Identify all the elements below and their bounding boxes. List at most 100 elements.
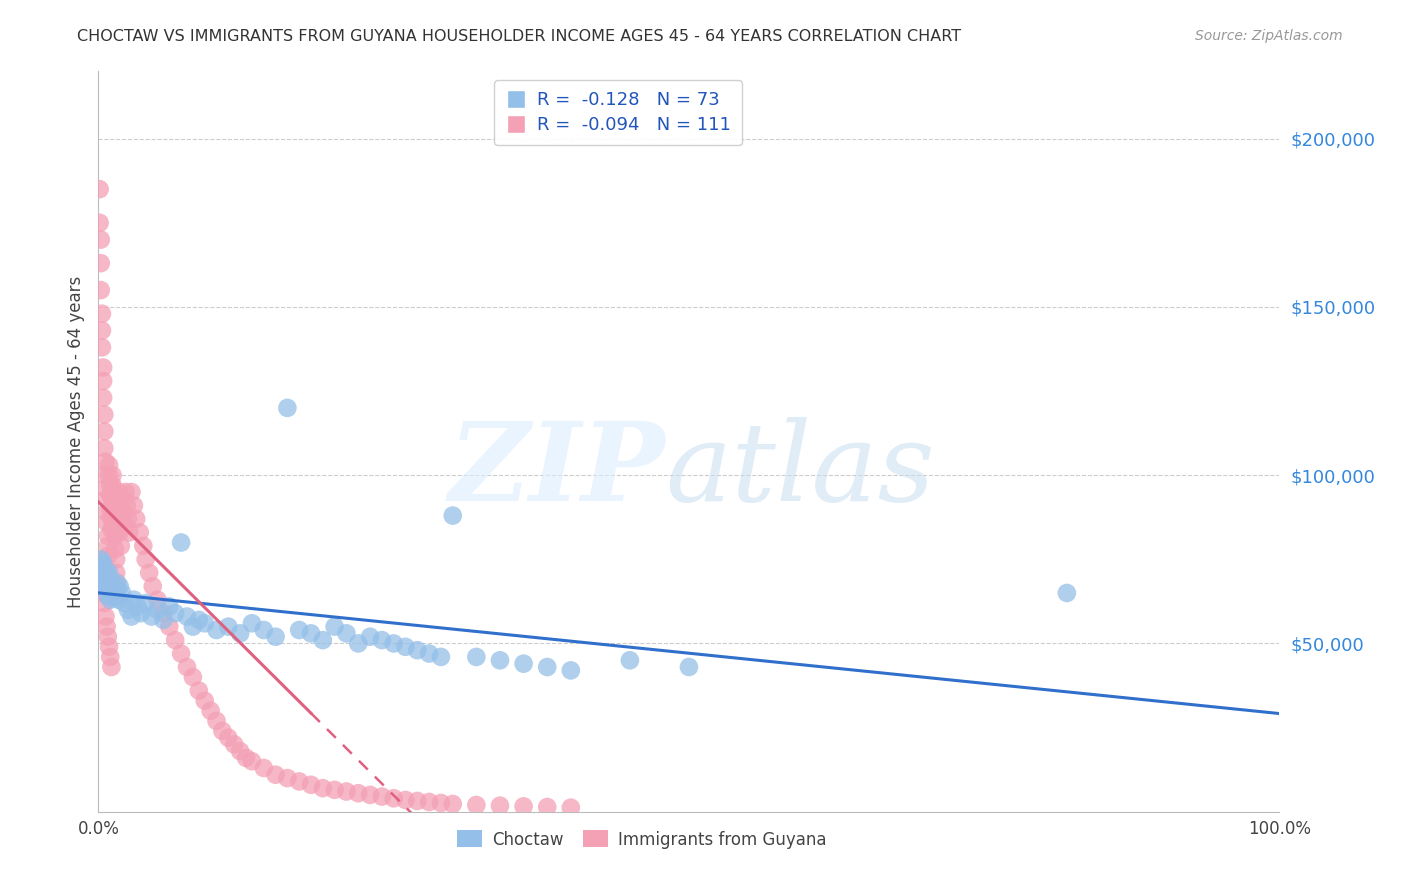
Point xyxy=(157,599,180,614)
Point xyxy=(105,590,128,604)
Point xyxy=(93,566,115,580)
Point xyxy=(108,525,131,540)
Point xyxy=(89,182,111,196)
Point xyxy=(105,582,128,597)
Point xyxy=(91,340,114,354)
Point xyxy=(132,539,155,553)
Point xyxy=(93,573,115,587)
Point xyxy=(359,630,381,644)
Point xyxy=(229,626,252,640)
Point xyxy=(110,539,132,553)
Point xyxy=(536,660,558,674)
Point xyxy=(312,633,335,648)
Point xyxy=(165,633,187,648)
Point xyxy=(103,516,125,530)
Point xyxy=(217,731,239,745)
Point xyxy=(93,596,115,610)
Point xyxy=(205,623,228,637)
Point xyxy=(235,751,257,765)
Point xyxy=(157,619,180,633)
Point xyxy=(181,619,204,633)
Point xyxy=(678,660,700,674)
Point xyxy=(194,616,217,631)
Point xyxy=(93,442,115,456)
Point xyxy=(560,664,582,678)
Point xyxy=(96,505,118,519)
Point xyxy=(105,552,128,566)
Point xyxy=(101,586,124,600)
Point xyxy=(94,579,117,593)
Point xyxy=(91,575,114,590)
Point xyxy=(141,609,163,624)
Point xyxy=(146,592,169,607)
Point xyxy=(101,468,124,483)
Point xyxy=(465,797,488,812)
Point xyxy=(112,505,135,519)
Point xyxy=(90,256,112,270)
Point xyxy=(96,619,118,633)
Point xyxy=(108,512,131,526)
Point xyxy=(359,788,381,802)
Point xyxy=(97,539,120,553)
Point xyxy=(394,793,416,807)
Point xyxy=(96,516,118,530)
Point xyxy=(200,704,222,718)
Point xyxy=(224,738,246,752)
Point xyxy=(101,478,124,492)
Point xyxy=(105,566,128,580)
Point xyxy=(418,647,440,661)
Point xyxy=(90,562,112,576)
Point xyxy=(128,525,150,540)
Point xyxy=(96,491,118,506)
Point xyxy=(441,508,464,523)
Point xyxy=(1056,586,1078,600)
Point xyxy=(100,522,122,536)
Point xyxy=(94,609,117,624)
Point xyxy=(211,723,233,738)
Point xyxy=(90,233,112,247)
Point xyxy=(125,512,148,526)
Point xyxy=(98,488,121,502)
Point xyxy=(98,573,121,587)
Text: CHOCTAW VS IMMIGRANTS FROM GUYANA HOUSEHOLDER INCOME AGES 45 - 64 YEARS CORRELAT: CHOCTAW VS IMMIGRANTS FROM GUYANA HOUSEH… xyxy=(77,29,962,44)
Point xyxy=(96,575,118,590)
Point xyxy=(111,586,134,600)
Point xyxy=(323,782,346,797)
Point xyxy=(253,761,276,775)
Point xyxy=(107,592,129,607)
Point xyxy=(91,559,114,574)
Point xyxy=(217,619,239,633)
Point xyxy=(96,582,118,597)
Point xyxy=(98,478,121,492)
Point xyxy=(101,491,124,506)
Point xyxy=(98,586,121,600)
Point xyxy=(89,562,111,576)
Point xyxy=(194,694,217,708)
Point xyxy=(170,535,193,549)
Point xyxy=(121,609,143,624)
Point xyxy=(181,670,204,684)
Point xyxy=(430,796,453,810)
Point xyxy=(121,485,143,500)
Point xyxy=(406,643,429,657)
Legend: Choctaw, Immigrants from Guyana: Choctaw, Immigrants from Guyana xyxy=(450,823,834,855)
Point xyxy=(104,590,127,604)
Point xyxy=(299,778,322,792)
Point xyxy=(97,529,120,543)
Text: Source: ZipAtlas.com: Source: ZipAtlas.com xyxy=(1195,29,1343,43)
Point xyxy=(394,640,416,654)
Point xyxy=(105,575,128,590)
Point xyxy=(312,781,335,796)
Point xyxy=(288,623,311,637)
Point xyxy=(229,744,252,758)
Point xyxy=(299,626,322,640)
Point xyxy=(90,552,112,566)
Point xyxy=(107,485,129,500)
Point xyxy=(418,795,440,809)
Point xyxy=(335,626,357,640)
Point xyxy=(264,630,287,644)
Point xyxy=(122,499,145,513)
Point xyxy=(98,501,121,516)
Point xyxy=(103,501,125,516)
Point xyxy=(135,596,157,610)
